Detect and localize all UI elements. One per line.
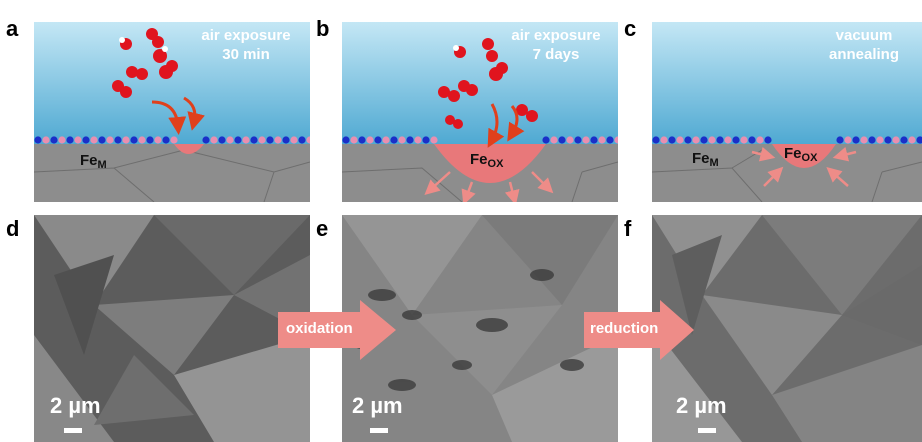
sem-image-f <box>652 215 922 442</box>
sem-f-texture <box>652 215 922 442</box>
annotation-a-line2: 30 min <box>222 46 270 63</box>
scale-label-f: 2 µm <box>676 393 727 418</box>
panel-letter-c: c <box>624 16 637 41</box>
atom-chain-a <box>34 136 310 144</box>
atom-chain-c <box>652 136 922 144</box>
fe-sub-b: OX <box>487 158 504 170</box>
fe-sub-a: M <box>97 159 107 171</box>
sem-d-texture <box>34 215 310 442</box>
oxygen-molecules-a <box>112 28 178 98</box>
oxygen-molecules-b <box>438 38 538 129</box>
scale-bar-f <box>698 428 716 433</box>
fe-label-b: FeOX <box>470 151 503 170</box>
panel-letter-b: b <box>316 16 330 41</box>
panel-letter-e: e <box>316 216 329 241</box>
annotation-a: air exposure 30 min <box>182 26 310 64</box>
oxidation-arrow <box>278 300 396 360</box>
annotation-b-line1: air exposure <box>511 27 601 44</box>
reduction-label: reduction <box>590 320 659 337</box>
scale-bar-d <box>64 428 82 433</box>
fe-main-c: Fe <box>784 145 802 162</box>
scale-label-d: 2 µm <box>50 393 101 418</box>
annotation-b-line2: 7 days <box>532 46 580 63</box>
fe-sub-c: OX <box>801 152 818 164</box>
panel-letter-a: a <box>6 16 19 41</box>
schematic-a-illustration <box>34 22 310 202</box>
fe-label-c-left: FeM <box>692 150 719 169</box>
panel-letter-f: f <box>624 216 632 241</box>
annotation-a-line1: air exposure <box>201 27 291 44</box>
fe-main-b: Fe <box>470 151 488 168</box>
schematic-c-illustration <box>652 22 922 202</box>
atom-chain-b <box>342 136 618 144</box>
fe-main-a: Fe <box>80 152 98 169</box>
fe-label-a: FeM <box>80 152 107 171</box>
annotation-b: air exposure 7 days <box>492 26 620 64</box>
sem-image-d <box>34 215 310 442</box>
reduction-arrow <box>584 300 694 360</box>
schematic-b-illustration <box>342 22 618 202</box>
schematic-panel-a <box>34 22 310 202</box>
schematic-panel-b <box>342 22 618 202</box>
annotation-c: vacuum annealing <box>806 26 922 64</box>
scale-bar-e <box>370 428 388 433</box>
annotation-c-line2: annealing <box>828 46 899 63</box>
fe-sub-c-left: M <box>709 157 719 169</box>
annotation-c-line1: vacuum <box>835 27 893 44</box>
panel-letter-d: d <box>6 216 20 241</box>
fe-main-c-left: Fe <box>692 150 710 167</box>
fe-label-c: FeOX <box>784 145 817 164</box>
scale-label-e: 2 µm <box>352 393 403 418</box>
oxidation-label: oxidation <box>286 320 353 337</box>
schematic-panel-c <box>652 22 922 202</box>
